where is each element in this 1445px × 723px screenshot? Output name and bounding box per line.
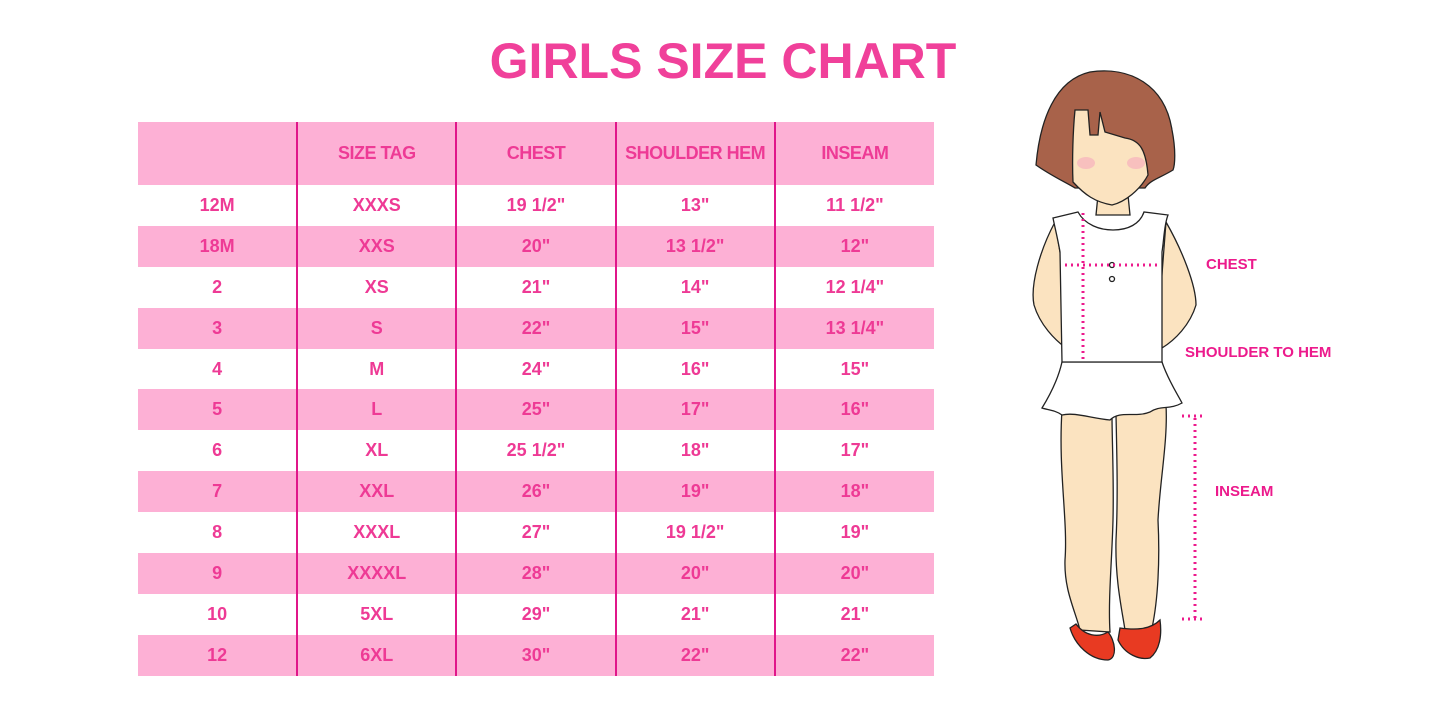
table-cell: 17"	[773, 430, 934, 472]
table-cell: XXXXL	[296, 553, 457, 594]
skirt	[1041, 361, 1183, 421]
table-cell: 20"	[455, 225, 616, 267]
table-row: 9 XXXXL 28" 20" 20"	[138, 553, 934, 594]
table-cell: 14"	[614, 266, 775, 308]
table-cell: 12"	[773, 225, 934, 267]
table-cell: 22"	[614, 634, 775, 676]
table-cell: 6	[212, 440, 223, 461]
table-cell: XXS	[296, 225, 457, 267]
table-cell: 22"	[455, 307, 616, 349]
table-cell: 21"	[773, 593, 934, 635]
table-cell: 5	[138, 389, 298, 431]
table-cell: 30"	[455, 634, 616, 676]
table-row: 3 S 22" 15" 13 1/4"	[138, 307, 934, 349]
table-cell: 15"	[614, 307, 775, 349]
table-cell: 21"	[455, 266, 616, 308]
table-cell: 9	[138, 553, 298, 594]
table-cell: 3	[138, 307, 298, 349]
column-header: SHOULDER HEM	[614, 122, 775, 185]
table-cell: 6XL	[296, 634, 457, 676]
table-cell: 16"	[773, 389, 934, 431]
table-cell: 24"	[455, 348, 616, 390]
table-cell: 13"	[614, 185, 775, 226]
table-row: 4 M 24" 16" 15"	[138, 348, 934, 390]
table-cell: 11 1/2"	[773, 185, 934, 226]
size-chart-table: SIZE TAG CHEST SHOULDER HEM INSEAM 12M XXXS 1…	[138, 122, 934, 676]
table-cell: XXXS	[296, 185, 457, 226]
table-cell: 25"	[455, 389, 616, 431]
table-cell: 19 1/2"	[455, 185, 616, 226]
table-cell: 13 1/4"	[773, 307, 934, 349]
column-header: INSEAM	[773, 122, 934, 185]
table-cell: 12M	[199, 194, 235, 215]
table-cell: 13 1/2"	[614, 225, 775, 267]
table-cell: 15"	[773, 348, 934, 390]
table-row: 5 L 25" 17" 16"	[138, 389, 934, 431]
table-cell: 29"	[455, 593, 616, 635]
table-cell: S	[296, 307, 457, 349]
column-header	[138, 122, 298, 185]
table-row: 6 XL 25 1/2" 18" 17"	[138, 430, 934, 472]
column-header: CHEST	[455, 122, 616, 185]
right-leg	[1115, 404, 1167, 631]
table-cell: 10	[207, 603, 228, 624]
chest-label: CHEST	[1206, 256, 1257, 273]
table-cell: XXXL	[296, 512, 457, 554]
table-row: 12 6XL 30" 22" 22"	[138, 634, 934, 676]
table-cell: 19"	[614, 471, 775, 513]
page-title: GIRLS SIZE CHART	[489, 33, 957, 89]
column-header: SIZE TAG	[296, 122, 457, 185]
right-arm	[1159, 219, 1197, 350]
table-row: 18M XXS 20" 13 1/2" 12"	[138, 225, 934, 267]
table-cell: 12	[138, 634, 298, 676]
table-cell: XS	[296, 266, 457, 308]
table-header-row: SIZE TAG CHEST SHOULDER HEM INSEAM	[138, 122, 934, 185]
face	[1071, 109, 1149, 206]
table-cell: M	[296, 348, 457, 390]
table-row: 10 5XL 29" 21" 21"	[138, 593, 934, 635]
table-row: 2 XS 21" 14" 12 1/4"	[138, 266, 934, 308]
table-cell: 18"	[773, 471, 934, 513]
table-cell: 5XL	[296, 593, 457, 635]
table-cell: 17"	[614, 389, 775, 431]
right-shoe	[1117, 618, 1162, 660]
table-cell: 22"	[773, 634, 934, 676]
shirt	[1052, 211, 1169, 363]
shoulder-to-hem-label: SHOULDER TO HEM	[1185, 344, 1332, 361]
table-cell: L	[296, 389, 457, 431]
left-shoe	[1069, 623, 1116, 661]
table-cell: XXL	[296, 471, 457, 513]
table-cell: 7	[138, 471, 298, 513]
table-cell: XL	[296, 430, 457, 472]
table-row: 12M XXXS 19 1/2" 13" 11 1/2"	[138, 185, 934, 226]
inseam-label: INSEAM	[1215, 483, 1274, 500]
table-cell: 21"	[614, 593, 775, 635]
table-cell: 27"	[455, 512, 616, 554]
left-leg	[1060, 409, 1114, 633]
table-cell: 28"	[455, 553, 616, 594]
table-cell: 18"	[614, 430, 775, 472]
table-cell: 8	[212, 522, 223, 543]
table-cell: 25 1/2"	[455, 430, 616, 472]
table-cell: 26"	[455, 471, 616, 513]
table-row: 7 XXL 26" 19" 18"	[138, 471, 934, 513]
table-cell: 20"	[614, 553, 775, 594]
table-cell: 19"	[773, 512, 934, 554]
table-cell: 4	[212, 358, 223, 379]
table-cell: 16"	[614, 348, 775, 390]
table-cell: 2	[212, 276, 223, 297]
table-cell: 12 1/4"	[773, 266, 934, 308]
table-cell: 19 1/2"	[614, 512, 775, 554]
table-cell: 18M	[138, 225, 298, 267]
table-cell: 20"	[773, 553, 934, 594]
table-row: 8 XXXL 27" 19 1/2" 19"	[138, 512, 934, 554]
